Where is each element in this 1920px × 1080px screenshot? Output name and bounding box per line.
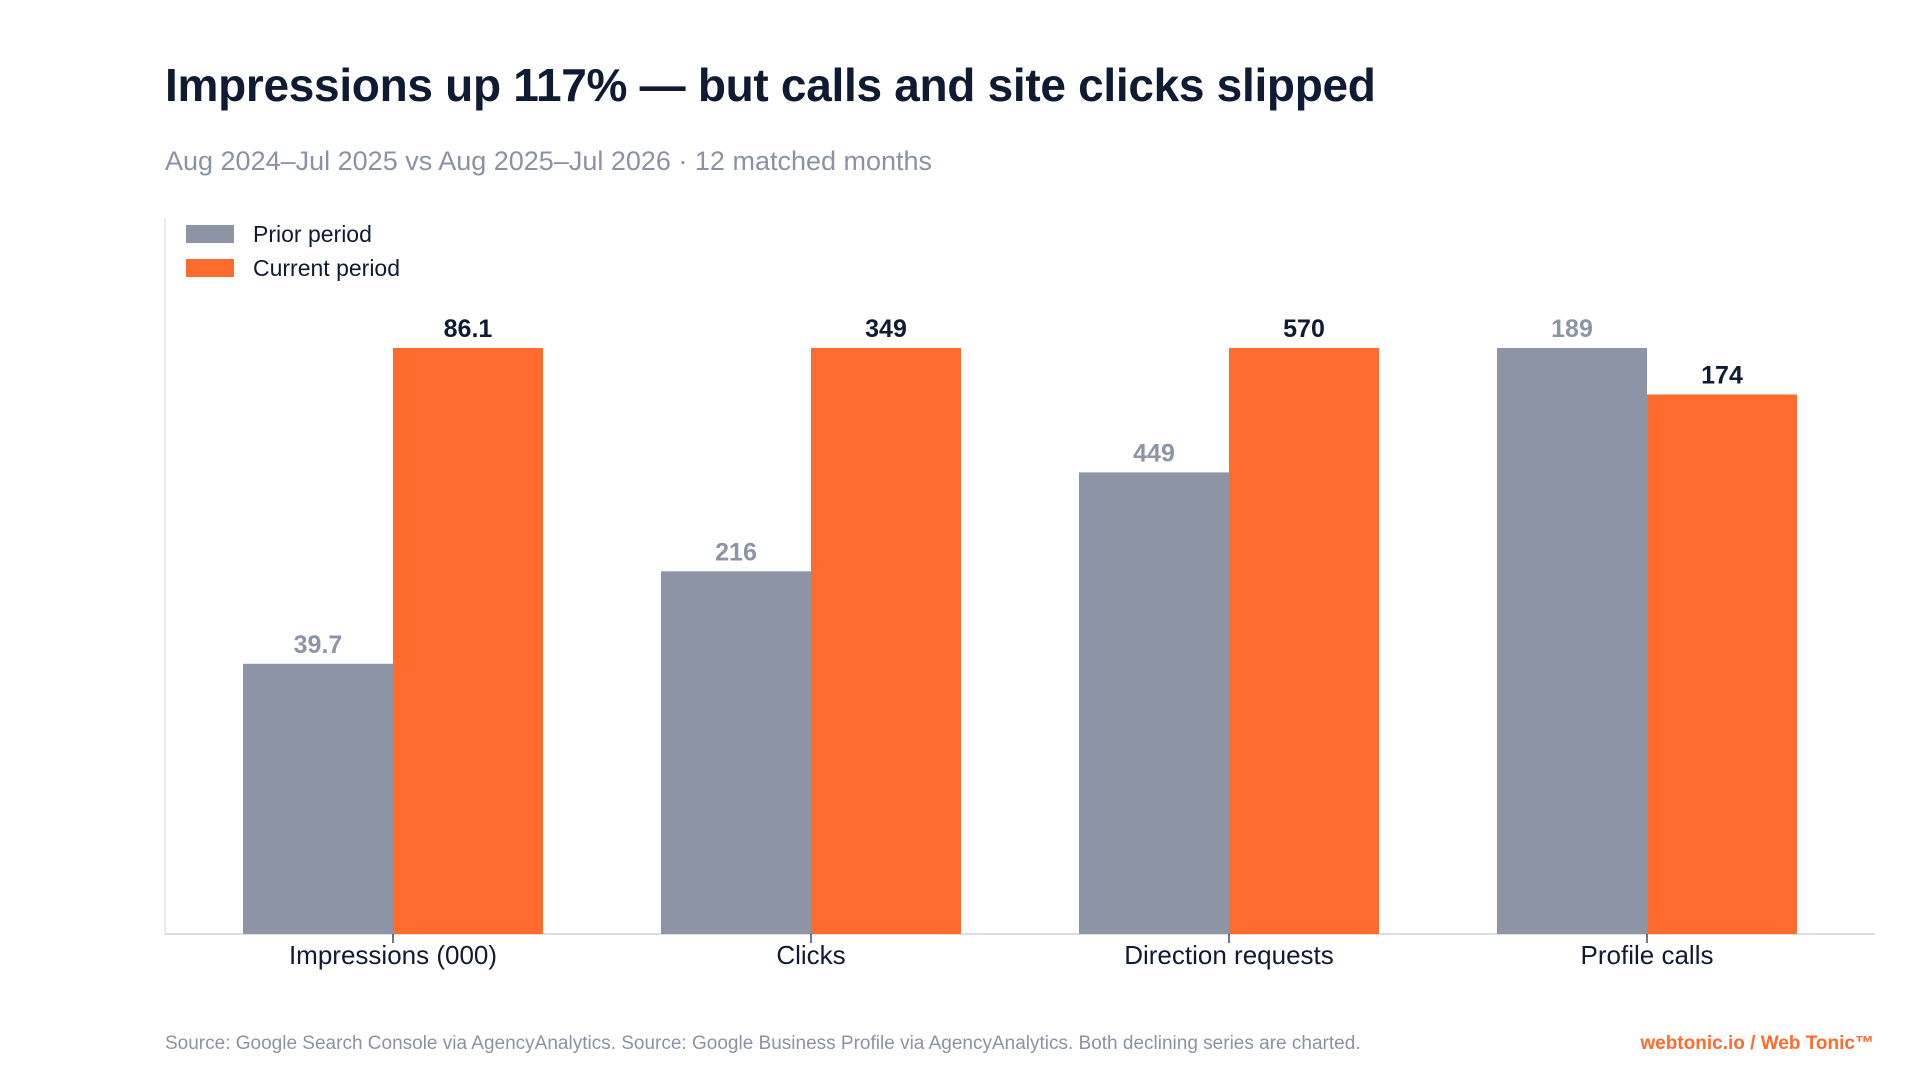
brand-credit: webtonic.io / Web Tonic™: [1640, 1033, 1874, 1054]
source-note: Source: Google Search Console via Agency…: [165, 1033, 1361, 1054]
bar-prior-period-clicks: [661, 571, 811, 934]
bar-current-period-clicks: [811, 348, 961, 934]
bar-current-period-profile-calls: [1647, 394, 1797, 934]
data-label-current-period-direction-requests: 570: [1283, 315, 1325, 343]
x-tick-label-direction-requests: Direction requests: [1124, 940, 1334, 970]
data-label-prior-period-direction-requests: 449: [1133, 439, 1175, 467]
data-label-current-period-clicks: 349: [865, 315, 907, 343]
data-label-current-period-impressions-000: 86.1: [444, 315, 493, 343]
bar-prior-period-impressions-000: [243, 663, 393, 934]
x-tick-label-impressions-000: Impressions (000): [289, 940, 497, 970]
legend-swatch-prior-period: [186, 225, 234, 243]
bar-chart: Prior period Current period 39.7 86.1 Impres…: [164, 218, 1875, 970]
bar-prior-period-direction-requests: [1079, 472, 1229, 934]
x-tick-label-clicks: Clicks: [776, 940, 845, 970]
data-label-prior-period-impressions-000: 39.7: [294, 631, 343, 659]
chart-subtitle: Aug 2024–Jul 2025 vs Aug 2025–Jul 2026 ·…: [165, 146, 933, 176]
legend-swatch-current-period: [186, 259, 234, 277]
chart-title: Impressions up 117% — but calls and site…: [165, 59, 1376, 111]
legend-label-prior-period: Prior period: [253, 221, 372, 247]
data-label-prior-period-clicks: 216: [715, 538, 757, 566]
data-label-prior-period-profile-calls: 189: [1551, 315, 1593, 343]
bar-prior-period-profile-calls: [1497, 348, 1647, 934]
bar-current-period-direction-requests: [1229, 348, 1379, 934]
bar-current-period-impressions-000: [393, 348, 543, 934]
data-label-current-period-profile-calls: 174: [1701, 362, 1743, 390]
legend-label-current-period: Current period: [253, 255, 400, 281]
x-tick-label-profile-calls: Profile calls: [1581, 940, 1714, 970]
